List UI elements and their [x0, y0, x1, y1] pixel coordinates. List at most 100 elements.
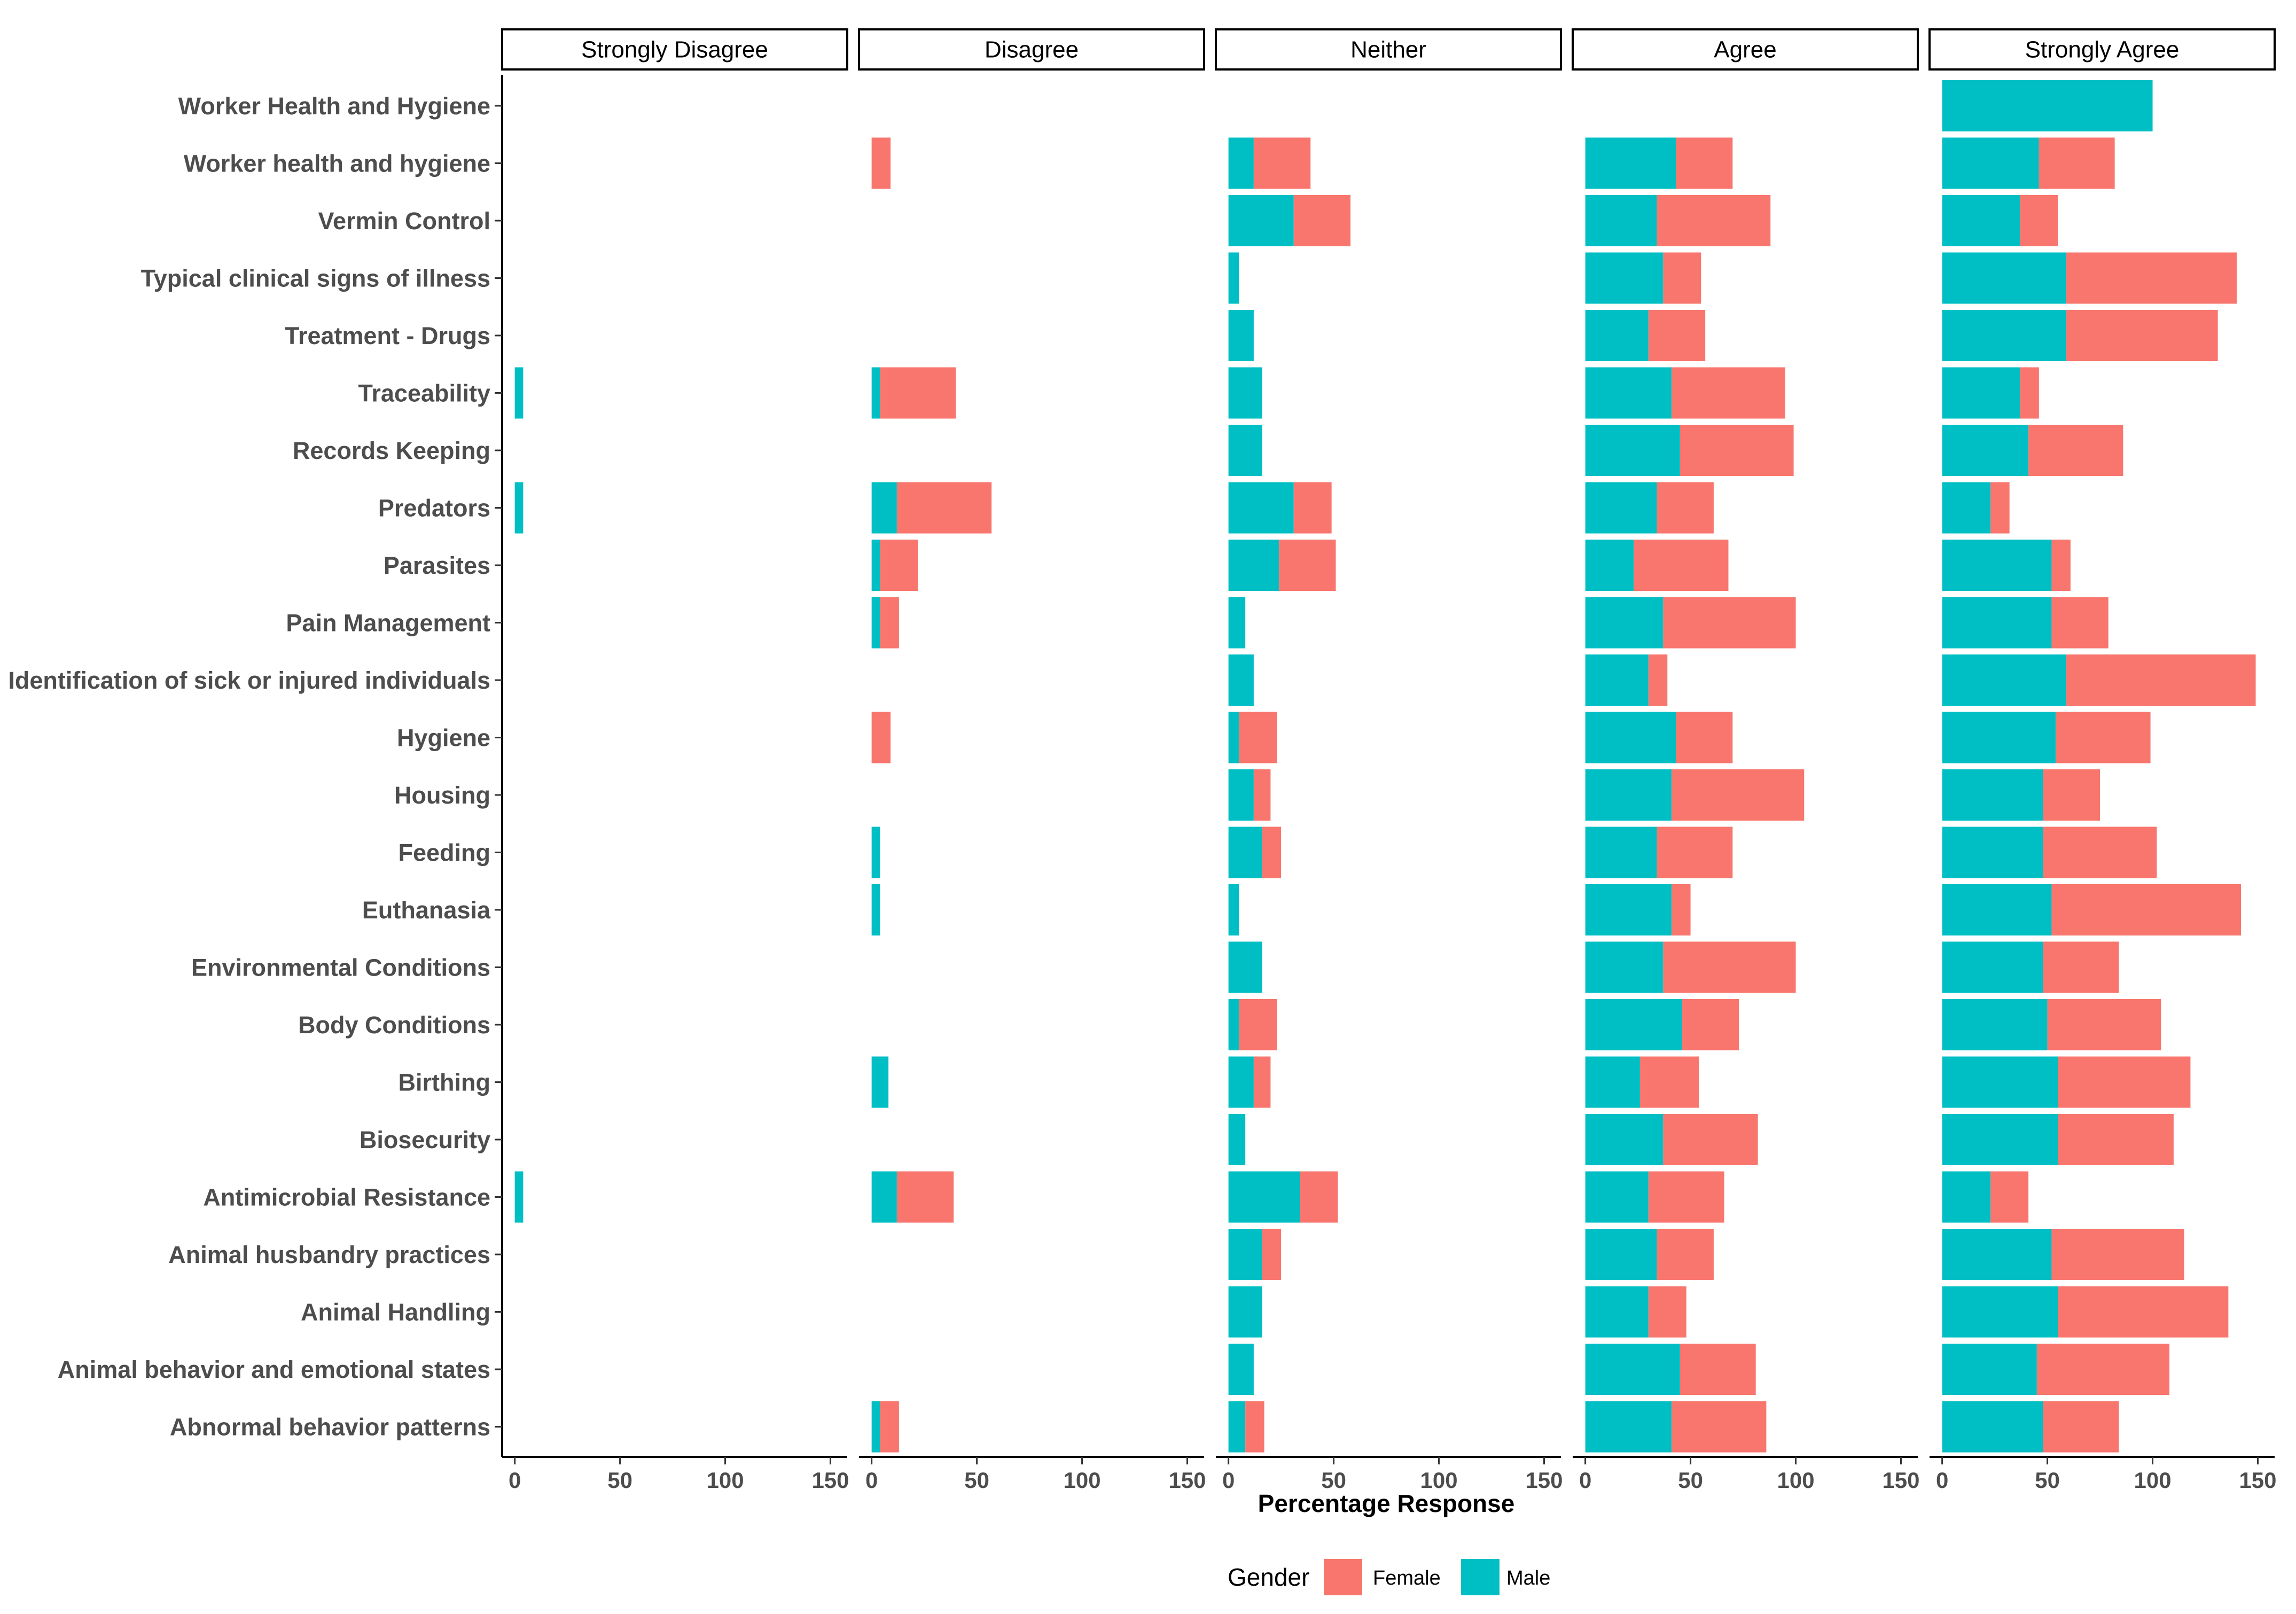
category-label: Identification of sick or injured indivi…	[8, 667, 490, 694]
bar-female	[1640, 1056, 1699, 1108]
facet-panels: Strongly Disagree 0 50 100 150 Disagree 0 50 100…	[501, 28, 2277, 1493]
bar-female	[1672, 367, 1785, 419]
x-tick-label: 100	[1063, 1468, 1100, 1493]
bar-female	[1663, 1114, 1758, 1165]
bar-male	[871, 884, 880, 935]
category-label: Environmental Conditions	[191, 954, 490, 981]
bar-male	[1942, 1056, 2058, 1108]
category-label: Traceability	[358, 380, 490, 407]
category-label: Pain Management	[286, 610, 490, 637]
bar-female	[1262, 1229, 1282, 1280]
bar-female	[1990, 482, 2010, 534]
bar-male	[1942, 137, 2039, 189]
bar-female	[2036, 1344, 2170, 1395]
bar-female	[2020, 195, 2058, 246]
bar-male	[1228, 1171, 1300, 1223]
category-label: Worker health and hygiene	[184, 150, 490, 177]
category-label: Housing	[394, 782, 490, 809]
bar-male	[1942, 941, 2043, 993]
category-label: Birthing	[399, 1069, 490, 1096]
x-tick-label: 150	[811, 1468, 849, 1493]
bar-female	[2056, 712, 2151, 763]
facet-panel: Strongly Disagree 0 50 100 150	[501, 28, 849, 1493]
bar-female	[2058, 1286, 2229, 1338]
bar-male	[1585, 367, 1672, 419]
bar-male	[1585, 827, 1657, 878]
bar-male	[1942, 769, 2043, 821]
bar-female	[2058, 1056, 2191, 1108]
x-tick-label: 50	[964, 1468, 989, 1493]
bar-female	[1676, 712, 1733, 763]
facet-panel: Agree 0 50 100 150	[1572, 28, 1920, 1493]
bar-female	[2043, 941, 2119, 993]
bar-female	[1990, 1171, 2029, 1223]
bar-male	[1585, 1401, 1672, 1453]
bar-male	[1228, 712, 1239, 763]
bar-male	[1942, 367, 2020, 419]
x-axis-title: Percentage Response	[1258, 1490, 1515, 1517]
bar-female	[2039, 137, 2115, 189]
bar-male	[1585, 769, 1672, 821]
bar-female	[1680, 1344, 1756, 1395]
legend-title: Gender	[1228, 1563, 1309, 1591]
bar-female	[1293, 482, 1332, 534]
category-label: Animal behavior and emotional states	[58, 1356, 490, 1383]
bar-male	[871, 1171, 897, 1223]
x-tick-label: 0	[1579, 1468, 1591, 1493]
bar-male	[871, 367, 880, 419]
facet-strip-label: Strongly Disagree	[581, 37, 768, 63]
x-tick-label: 100	[1420, 1468, 1457, 1493]
facet-strip	[858, 28, 1205, 71]
legend-key	[1324, 1559, 1362, 1595]
bar-female	[1239, 999, 1277, 1050]
x-tick-label: 50	[2035, 1468, 2060, 1493]
bar-male	[1942, 654, 2067, 706]
category-label: Biosecurity	[360, 1126, 490, 1153]
category-label: Worker Health and Hygiene	[178, 92, 490, 120]
bar-female	[1672, 884, 1691, 935]
legend-key	[1461, 1559, 1500, 1595]
bar-female	[1663, 252, 1701, 304]
bar-male	[1585, 712, 1676, 763]
category-label: Typical clinical signs of illness	[141, 265, 490, 292]
bar-female	[1648, 654, 1668, 706]
bar-female	[2043, 769, 2100, 821]
bar-male	[871, 540, 880, 591]
bar-female	[1657, 195, 1771, 246]
bar-male	[1228, 195, 1294, 246]
bar-male	[1228, 1401, 1246, 1453]
bar-male	[871, 827, 880, 878]
bar-female	[880, 367, 956, 419]
bar-female	[1648, 1286, 1686, 1338]
bar-female	[2051, 1229, 2184, 1280]
bar-male	[1942, 1344, 2037, 1395]
bar-female	[1253, 137, 1311, 189]
bar-male	[1585, 654, 1649, 706]
facet-panel: Disagree 0 50 100 150	[858, 28, 1206, 1493]
bar-female	[2066, 252, 2237, 304]
bar-female	[1680, 425, 1794, 476]
category-label: Abnormal behavior patterns	[170, 1414, 490, 1441]
bar-male	[1942, 999, 2048, 1050]
facet-strip-label: Neither	[1350, 37, 1426, 63]
bar-female	[1300, 1171, 1338, 1223]
bar-male	[1942, 252, 2067, 304]
bar-male	[1942, 1229, 2052, 1280]
category-label: Feeding	[398, 839, 490, 867]
bar-female	[2066, 654, 2256, 706]
bar-male	[1585, 252, 1664, 304]
category-label: Hygiene	[397, 724, 490, 752]
bar-male	[1585, 1344, 1680, 1395]
bar-male	[1228, 769, 1254, 821]
x-tick-label: 100	[2134, 1468, 2171, 1493]
category-label: Treatment - Drugs	[285, 322, 490, 349]
bar-female	[2058, 1114, 2174, 1165]
x-tick-label: 0	[1936, 1468, 1948, 1493]
bar-male	[871, 1401, 880, 1453]
bar-male	[1228, 1286, 1262, 1338]
facet-strip-label: Strongly Agree	[2025, 37, 2180, 63]
bar-male	[1942, 1401, 2043, 1453]
facet-panel: Neither 0 50 100 150	[1215, 28, 1563, 1493]
bar-male	[1228, 999, 1239, 1050]
